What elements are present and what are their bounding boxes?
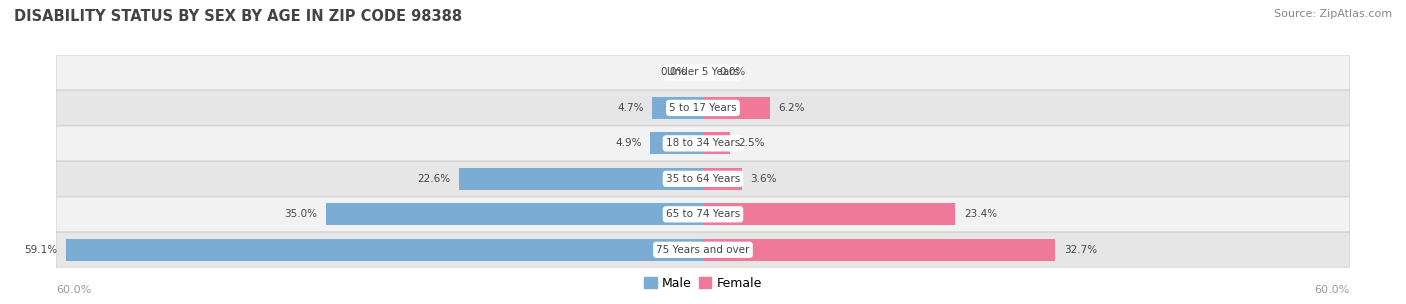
- FancyBboxPatch shape: [56, 91, 1350, 125]
- Text: 65 to 74 Years: 65 to 74 Years: [666, 209, 740, 219]
- Text: 0.0%: 0.0%: [661, 67, 688, 78]
- Bar: [650, 133, 703, 154]
- FancyBboxPatch shape: [56, 197, 1350, 232]
- Text: 35.0%: 35.0%: [284, 209, 318, 219]
- Text: 4.9%: 4.9%: [614, 138, 641, 148]
- Bar: [326, 203, 703, 225]
- Text: 23.4%: 23.4%: [965, 209, 997, 219]
- Text: 60.0%: 60.0%: [56, 285, 91, 295]
- FancyBboxPatch shape: [56, 126, 1350, 161]
- Bar: [703, 97, 770, 119]
- Text: 0.0%: 0.0%: [720, 67, 745, 78]
- Bar: [652, 97, 703, 119]
- Text: 75 Years and over: 75 Years and over: [657, 245, 749, 255]
- Text: 35 to 64 Years: 35 to 64 Years: [666, 174, 740, 184]
- Bar: [703, 239, 1056, 261]
- Bar: [66, 239, 703, 261]
- Text: 22.6%: 22.6%: [418, 174, 451, 184]
- Bar: [703, 168, 742, 190]
- Text: 6.2%: 6.2%: [779, 103, 806, 113]
- Text: 4.7%: 4.7%: [617, 103, 644, 113]
- FancyBboxPatch shape: [56, 233, 1350, 267]
- FancyBboxPatch shape: [56, 55, 1350, 90]
- Bar: [460, 168, 703, 190]
- Text: 3.6%: 3.6%: [751, 174, 778, 184]
- Text: 32.7%: 32.7%: [1064, 245, 1097, 255]
- Text: 60.0%: 60.0%: [1315, 285, 1350, 295]
- Text: 59.1%: 59.1%: [24, 245, 58, 255]
- Bar: [703, 203, 955, 225]
- Text: 2.5%: 2.5%: [738, 138, 765, 148]
- Text: Source: ZipAtlas.com: Source: ZipAtlas.com: [1274, 9, 1392, 19]
- Text: 5 to 17 Years: 5 to 17 Years: [669, 103, 737, 113]
- Text: DISABILITY STATUS BY SEX BY AGE IN ZIP CODE 98388: DISABILITY STATUS BY SEX BY AGE IN ZIP C…: [14, 9, 463, 24]
- Text: Under 5 Years: Under 5 Years: [666, 67, 740, 78]
- Text: 18 to 34 Years: 18 to 34 Years: [666, 138, 740, 148]
- Bar: [703, 133, 730, 154]
- FancyBboxPatch shape: [56, 161, 1350, 196]
- Legend: Male, Female: Male, Female: [640, 272, 766, 295]
